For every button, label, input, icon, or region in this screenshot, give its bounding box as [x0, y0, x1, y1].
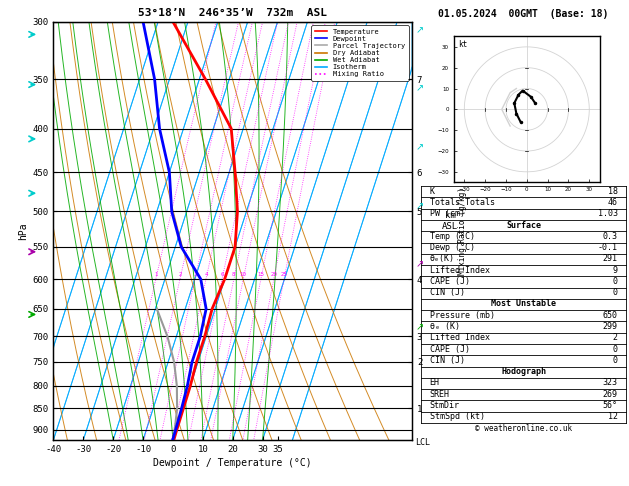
Text: CIN (J): CIN (J): [430, 288, 465, 297]
Text: 0: 0: [613, 345, 618, 353]
Text: ↗: ↗: [415, 322, 423, 332]
Text: 20: 20: [270, 272, 277, 277]
Text: 8: 8: [232, 272, 236, 277]
Text: Lifted Index: Lifted Index: [430, 333, 489, 342]
Text: K: K: [430, 187, 435, 196]
Text: kt: kt: [458, 40, 467, 49]
Text: Pressure (mb): Pressure (mb): [430, 311, 494, 320]
Text: 299: 299: [603, 322, 618, 331]
Text: ↗: ↗: [415, 260, 423, 269]
Text: 56°: 56°: [603, 401, 618, 410]
Text: 25: 25: [281, 272, 287, 277]
Text: ↗: ↗: [415, 201, 423, 211]
Text: ↗: ↗: [415, 142, 423, 152]
Text: -0.1: -0.1: [598, 243, 618, 252]
Text: Mixing Ratio (g/kg): Mixing Ratio (g/kg): [458, 187, 467, 275]
Text: θₑ (K): θₑ (K): [430, 322, 460, 331]
Text: 0: 0: [613, 288, 618, 297]
Text: 2: 2: [613, 333, 618, 342]
Text: 01.05.2024  00GMT  (Base: 18): 01.05.2024 00GMT (Base: 18): [438, 9, 609, 19]
Text: EH: EH: [430, 379, 440, 387]
Text: Hodograph: Hodograph: [501, 367, 546, 376]
X-axis label: Dewpoint / Temperature (°C): Dewpoint / Temperature (°C): [153, 458, 312, 468]
Text: 4: 4: [204, 272, 208, 277]
Text: Lifted Index: Lifted Index: [430, 266, 489, 275]
Text: SREH: SREH: [430, 390, 450, 399]
Text: StmSpd (kt): StmSpd (kt): [430, 412, 484, 421]
Text: 2: 2: [178, 272, 182, 277]
Text: Most Unstable: Most Unstable: [491, 299, 556, 309]
Text: 323: 323: [603, 379, 618, 387]
Text: 18: 18: [608, 187, 618, 196]
Text: 12: 12: [608, 412, 618, 421]
Text: 10: 10: [240, 272, 247, 277]
Text: 9: 9: [613, 266, 618, 275]
Y-axis label: km
ASL: km ASL: [442, 211, 458, 231]
Text: 0: 0: [613, 277, 618, 286]
Text: PW (cm): PW (cm): [430, 209, 465, 218]
Title: 53°18’N  246°35’W  732m  ASL: 53°18’N 246°35’W 732m ASL: [138, 8, 327, 18]
Text: Dewp (°C): Dewp (°C): [430, 243, 475, 252]
Text: 1.03: 1.03: [598, 209, 618, 218]
Text: 1: 1: [154, 272, 157, 277]
Text: ↗: ↗: [415, 84, 423, 94]
Legend: Temperature, Dewpoint, Parcel Trajectory, Dry Adiabat, Wet Adiabat, Isotherm, Mi: Temperature, Dewpoint, Parcel Trajectory…: [311, 25, 408, 81]
Text: 291: 291: [603, 254, 618, 263]
Text: 650: 650: [603, 311, 618, 320]
Text: θₑ(K): θₑ(K): [430, 254, 455, 263]
Text: Temp (°C): Temp (°C): [430, 232, 475, 241]
Text: 3: 3: [193, 272, 197, 277]
Text: 15: 15: [257, 272, 264, 277]
Text: 0.3: 0.3: [603, 232, 618, 241]
Y-axis label: hPa: hPa: [18, 222, 28, 240]
Text: 46: 46: [608, 198, 618, 207]
Text: StmDir: StmDir: [430, 401, 460, 410]
Text: ↗: ↗: [415, 25, 423, 35]
Text: 0: 0: [613, 356, 618, 365]
Text: Totals Totals: Totals Totals: [430, 198, 494, 207]
Text: © weatheronline.co.uk: © weatheronline.co.uk: [475, 424, 572, 433]
Text: LCL: LCL: [416, 438, 431, 447]
Text: CIN (J): CIN (J): [430, 356, 465, 365]
Text: 269: 269: [603, 390, 618, 399]
Text: CAPE (J): CAPE (J): [430, 277, 470, 286]
Text: Surface: Surface: [506, 221, 541, 229]
Text: CAPE (J): CAPE (J): [430, 345, 470, 353]
Text: 6: 6: [220, 272, 224, 277]
